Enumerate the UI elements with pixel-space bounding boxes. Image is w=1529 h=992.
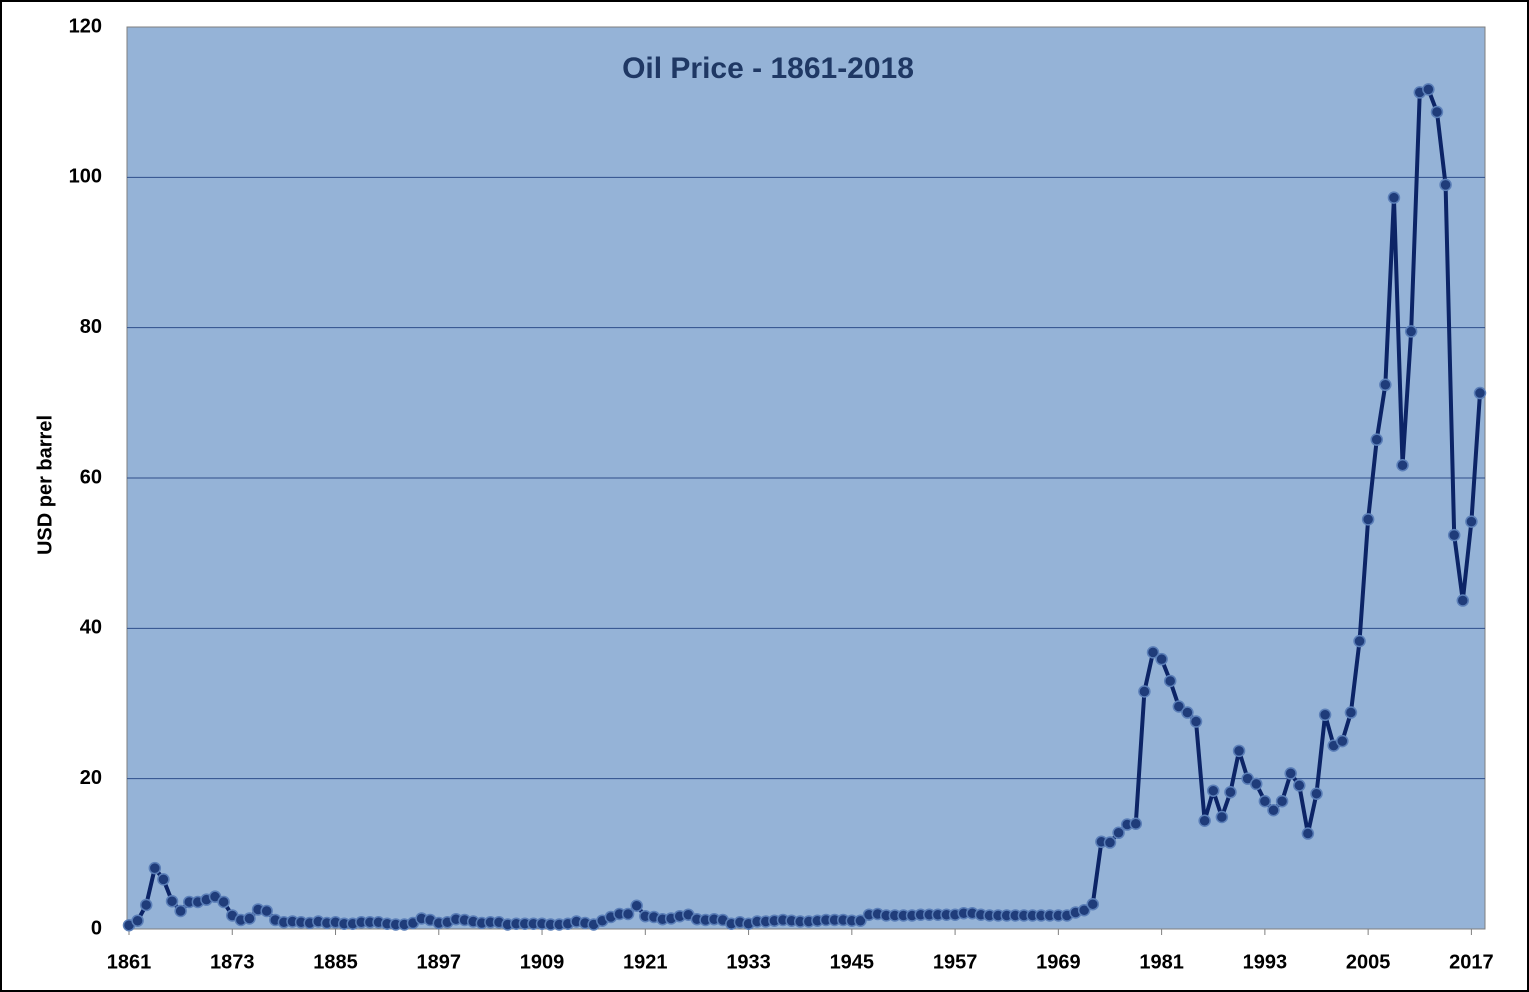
data-point — [1422, 83, 1435, 96]
data-point — [1155, 652, 1168, 666]
data-point — [1163, 674, 1177, 688]
data-point — [1146, 646, 1160, 659]
x-tick-label: 1897 — [417, 951, 462, 973]
data-point — [1430, 105, 1444, 119]
data-point — [1215, 810, 1229, 824]
data-point — [1172, 700, 1186, 713]
data-point — [1456, 594, 1470, 607]
data-point — [1112, 826, 1125, 840]
data-point — [630, 899, 643, 912]
data-point — [1396, 458, 1409, 472]
data-point — [1439, 178, 1452, 192]
data-point — [1198, 814, 1211, 828]
data-point — [1284, 767, 1297, 780]
y-tick-label: 40 — [80, 617, 102, 639]
data-point — [1370, 433, 1383, 446]
data-point — [1344, 706, 1358, 719]
y-tick-label: 0 — [91, 917, 102, 939]
data-point — [621, 907, 635, 921]
data-point — [1353, 634, 1366, 648]
y-tick-label: 120 — [69, 15, 102, 37]
data-point — [1379, 378, 1392, 392]
data-point — [1293, 779, 1306, 792]
data-point — [1250, 777, 1263, 791]
data-point — [1387, 191, 1401, 204]
x-tick-label: 1933 — [726, 951, 771, 973]
x-tick-label: 1981 — [1139, 951, 1184, 973]
y-axis-label: USD per barrel — [34, 415, 56, 555]
data-point — [1404, 325, 1418, 338]
data-point — [131, 914, 144, 927]
x-tick-label: 1945 — [830, 951, 875, 973]
x-tick-label: 1969 — [1036, 951, 1081, 973]
data-point — [165, 894, 179, 908]
data-point — [1129, 817, 1143, 831]
data-point — [1138, 685, 1151, 698]
x-tick-label: 2005 — [1346, 951, 1391, 973]
data-point — [139, 898, 153, 912]
data-point — [1275, 794, 1289, 808]
data-point — [1224, 785, 1237, 799]
data-point — [148, 861, 162, 875]
data-point — [217, 895, 230, 909]
x-tick-label: 1885 — [313, 951, 358, 973]
data-point — [1103, 836, 1117, 849]
data-point — [174, 904, 187, 918]
x-tick-label: 2017 — [1449, 951, 1494, 973]
data-point — [1267, 803, 1280, 817]
data-point — [1206, 784, 1220, 797]
data-point — [1301, 827, 1315, 840]
y-tick-label: 80 — [80, 316, 102, 338]
y-tick-label: 20 — [80, 767, 102, 789]
x-tick-label: 1957 — [933, 951, 978, 973]
data-point — [157, 873, 170, 886]
data-point — [1465, 515, 1478, 528]
data-point — [1181, 706, 1194, 719]
data-point — [1447, 528, 1461, 542]
data-point — [1310, 787, 1323, 800]
data-point — [1318, 708, 1332, 722]
x-tick-label: 1861 — [107, 951, 152, 973]
data-point — [1077, 903, 1091, 917]
x-tick-label: 1873 — [210, 951, 255, 973]
x-tick-label: 1993 — [1243, 951, 1288, 973]
x-tick-label: 1921 — [623, 951, 668, 973]
data-point — [1258, 794, 1272, 808]
data-point — [243, 912, 256, 925]
data-point — [1232, 744, 1246, 758]
y-tick-label: 60 — [80, 466, 102, 488]
data-point — [260, 904, 273, 918]
data-point — [1086, 897, 1100, 911]
data-point — [1189, 715, 1203, 728]
chart-title: Oil Price - 1861-2018 — [622, 52, 914, 85]
data-point — [1473, 386, 1487, 400]
data-point — [1336, 734, 1349, 748]
y-tick-label: 100 — [69, 166, 102, 188]
x-tick-label: 1909 — [520, 951, 565, 973]
data-point — [1361, 513, 1375, 526]
data-point — [854, 914, 867, 927]
